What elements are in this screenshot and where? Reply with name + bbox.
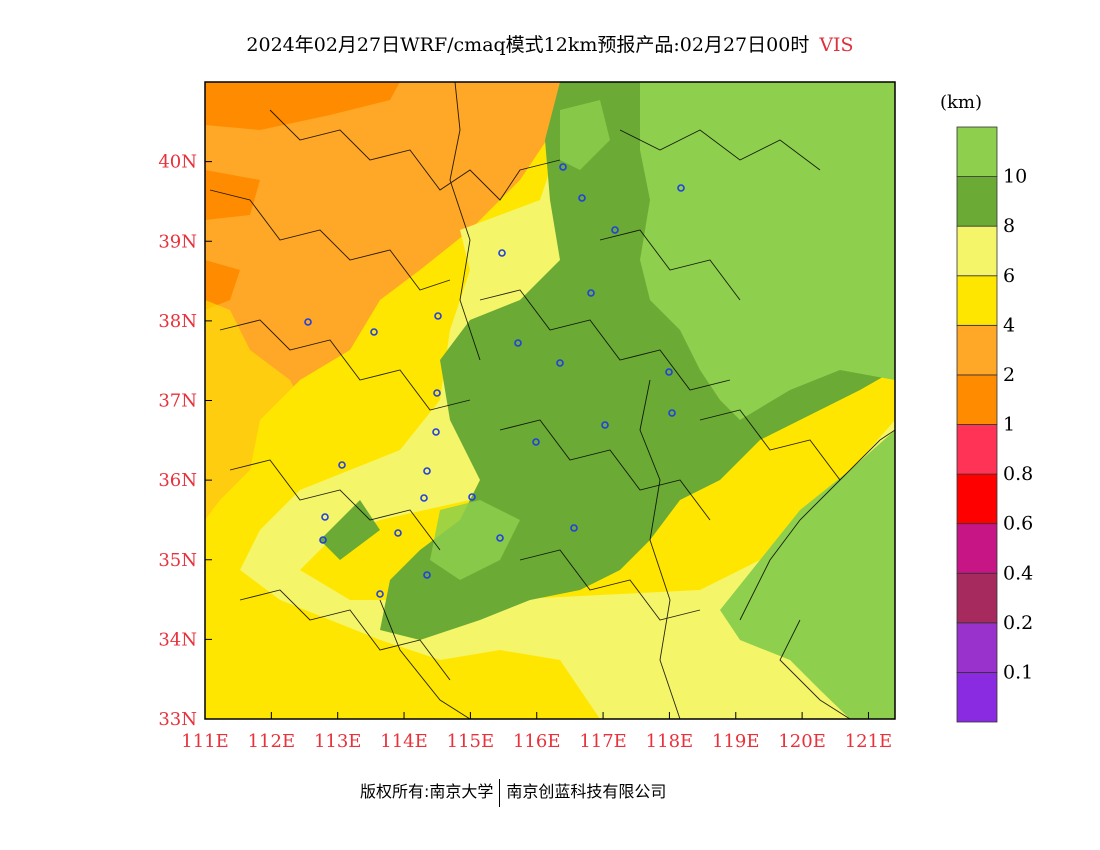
lon-tick-label: 115E <box>447 731 495 752</box>
lon-tick-label: 111E <box>181 731 229 752</box>
city-marker <box>496 534 504 542</box>
title-variable: VIS <box>819 34 854 56</box>
legend-label: 1 <box>1003 414 1015 436</box>
legend-color-swatch <box>956 622 998 673</box>
legend-label: 0.2 <box>1003 612 1033 634</box>
city-marker <box>578 194 586 202</box>
city-marker <box>319 536 327 544</box>
legend-label: 6 <box>1003 265 1015 287</box>
legend-color-swatch <box>956 324 998 376</box>
legend-unit: (km) <box>940 92 983 113</box>
footer-right: 南京创蓝科技有限公司 <box>506 782 667 801</box>
city-marker <box>611 226 619 234</box>
city-marker <box>532 438 540 446</box>
city-marker <box>420 494 428 502</box>
legend-label: 10 <box>1003 166 1027 188</box>
lon-tick-label: 120E <box>778 731 826 752</box>
visibility-field <box>205 82 895 719</box>
city-marker <box>321 513 329 521</box>
lat-tick-label: 40N <box>158 152 197 173</box>
legend-color-swatch <box>956 225 998 277</box>
map-ticks: 111E 112E 113E 114E 115E 116E 117E 118E 119E 120E… <box>158 152 892 752</box>
footer-divider <box>499 778 501 807</box>
lon-tick-label: 116E <box>513 731 561 752</box>
legend-label: 0.1 <box>1003 661 1033 683</box>
city-marker <box>434 312 442 320</box>
lat-tick-label: 39N <box>158 231 197 252</box>
legend-label: 4 <box>1003 314 1015 336</box>
legend-color-swatch <box>956 523 998 574</box>
legend-color-swatch <box>956 374 998 425</box>
city-marker <box>370 328 378 336</box>
city-marker <box>601 421 609 429</box>
legend-label: 0.4 <box>1003 562 1033 584</box>
city-marker <box>677 184 685 192</box>
city-marker <box>338 461 346 469</box>
city-marker <box>668 409 676 417</box>
legend-color-swatch <box>956 126 998 177</box>
colorbar-legend: 0.1 0.2 0.4 0.6 0.8 1 2 4 6 8 10 <box>956 126 1033 723</box>
lat-tick-label: 35N <box>158 550 197 571</box>
map-title: 2024年02月27日WRF/cmaq模式12km预报产品:02月27日00时 V… <box>0 30 1100 57</box>
city-marker <box>570 524 578 532</box>
legend-color-swatch <box>956 275 998 326</box>
copyright-footer: 版权所有:南京大学 南京创蓝科技有限公司 <box>360 778 666 807</box>
title-main: 2024年02月27日WRF/cmaq模式12km预报产品:02月27日00时 <box>246 34 810 56</box>
city-marker <box>433 389 441 397</box>
city-marker <box>498 249 506 257</box>
city-marker <box>556 359 564 367</box>
legend-label: 0.6 <box>1003 513 1033 535</box>
lon-tick-label: 121E <box>845 731 893 752</box>
lat-tick-label: 38N <box>158 311 197 332</box>
city-marker <box>432 428 440 436</box>
city-marker <box>423 467 431 475</box>
city-marker <box>423 571 431 579</box>
city-marker <box>559 163 567 171</box>
city-marker <box>514 339 522 347</box>
legend-color-swatch <box>956 473 998 525</box>
legend-color-swatch <box>956 572 998 624</box>
lat-tick-label: 33N <box>158 709 197 730</box>
legend-label: 8 <box>1003 215 1015 237</box>
lon-tick-label: 117E <box>579 731 627 752</box>
lon-tick-label: 114E <box>380 731 428 752</box>
lon-tick-label: 118E <box>646 731 694 752</box>
legend-label: 0.8 <box>1003 463 1033 485</box>
city-marker <box>394 529 402 537</box>
city-marker <box>587 289 595 297</box>
lon-tick-label: 119E <box>712 731 760 752</box>
footer-left: 版权所有:南京大学 <box>360 782 494 801</box>
city-marker <box>304 318 312 326</box>
lon-tick-label: 112E <box>248 731 296 752</box>
legend-color-swatch <box>956 424 998 475</box>
legend-color-swatch <box>956 176 998 227</box>
legend-label: 2 <box>1003 364 1015 386</box>
city-marker <box>665 368 673 376</box>
legend-color-swatch <box>956 672 998 723</box>
lat-tick-label: 34N <box>158 629 197 650</box>
lat-tick-label: 36N <box>158 470 197 491</box>
city-marker <box>376 590 384 598</box>
lon-tick-label: 113E <box>314 731 362 752</box>
lat-tick-label: 37N <box>158 391 197 412</box>
city-markers <box>304 163 685 598</box>
city-marker <box>468 493 476 501</box>
